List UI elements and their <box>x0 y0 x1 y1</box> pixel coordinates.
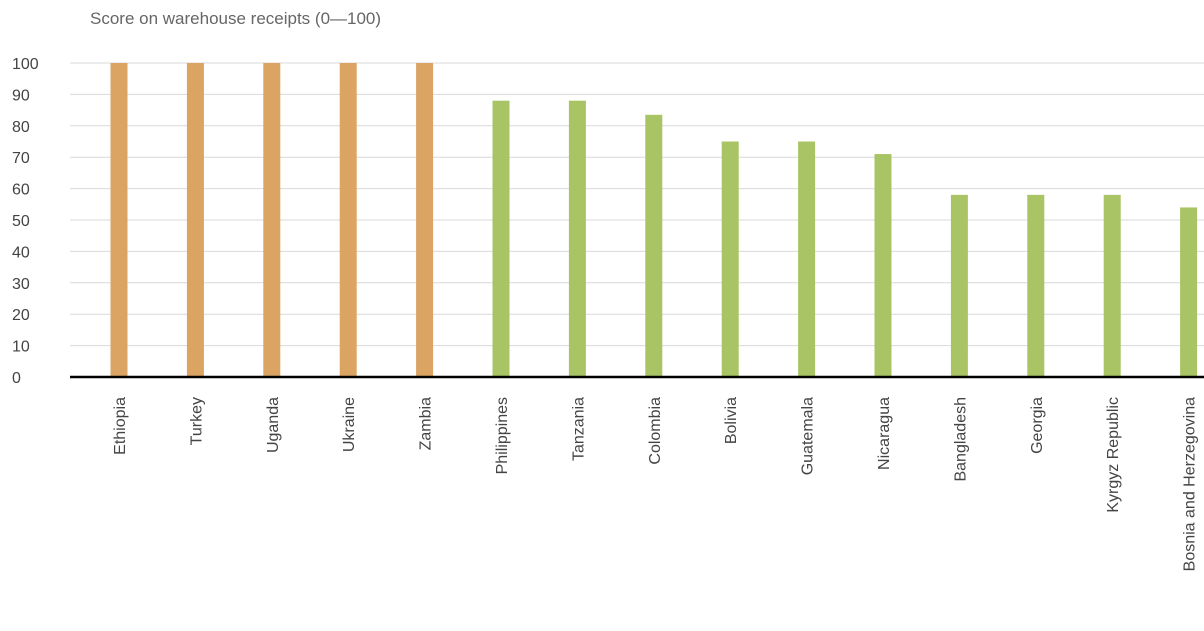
y-axis-ticks: 0 10 20 30 40 50 60 70 80 90 100 <box>12 56 39 387</box>
x-tick-label: Georgia <box>1029 397 1046 454</box>
y-tick-label: 10 <box>12 339 30 356</box>
x-tick-label: Bosnia and Herzegovina <box>1182 397 1199 571</box>
x-tick-label: Philippines <box>494 397 511 474</box>
bar <box>110 63 128 377</box>
x-tick-label: Nicaragua <box>876 397 893 470</box>
x-tick-label: Bolivia <box>723 397 740 444</box>
y-tick-label: 70 <box>12 150 30 167</box>
y-tick-label: 0 <box>12 370 21 387</box>
bar <box>416 63 434 377</box>
bar <box>1027 194 1045 377</box>
bar <box>492 100 510 378</box>
x-tick-label: Kyrgyz Republic <box>1105 397 1122 513</box>
y-tick-label: 90 <box>12 87 30 104</box>
y-tick-label: 20 <box>12 307 30 324</box>
bar <box>339 63 357 377</box>
x-tick-label: Turkey <box>188 397 205 445</box>
x-axis-ticks: Ethiopia Turkey Uganda Ukraine Zambia Philipp… <box>112 397 1199 571</box>
bar <box>950 194 968 377</box>
x-tick-label: Uganda <box>265 397 282 453</box>
y-tick-label: 80 <box>12 119 30 136</box>
gridlines <box>70 62 1204 347</box>
y-tick-label: 30 <box>12 276 30 293</box>
bar <box>721 141 739 377</box>
x-tick-label: Colombia <box>647 397 664 465</box>
y-tick-label: 40 <box>12 244 30 261</box>
x-tick-label: Bangladesh <box>952 397 969 482</box>
x-tick-label: Guatemala <box>800 397 817 475</box>
y-tick-label: 100 <box>12 56 39 73</box>
x-tick-label: Ukraine <box>341 397 358 452</box>
bar <box>263 63 281 377</box>
x-tick-label: Ethiopia <box>112 397 129 455</box>
x-tick-label: Tanzania <box>570 397 587 461</box>
chart-title: Score on warehouse receipts (0—100) <box>90 9 382 28</box>
bar <box>645 114 663 377</box>
bar <box>1103 194 1121 377</box>
y-tick-label: 50 <box>12 213 30 230</box>
bar <box>568 100 586 378</box>
x-tick-label: Zambia <box>418 397 435 450</box>
y-tick-label: 60 <box>12 182 30 199</box>
bar <box>798 141 816 377</box>
bar <box>186 63 204 377</box>
bar <box>874 154 892 377</box>
bars <box>110 63 1198 378</box>
bar <box>1180 207 1198 377</box>
